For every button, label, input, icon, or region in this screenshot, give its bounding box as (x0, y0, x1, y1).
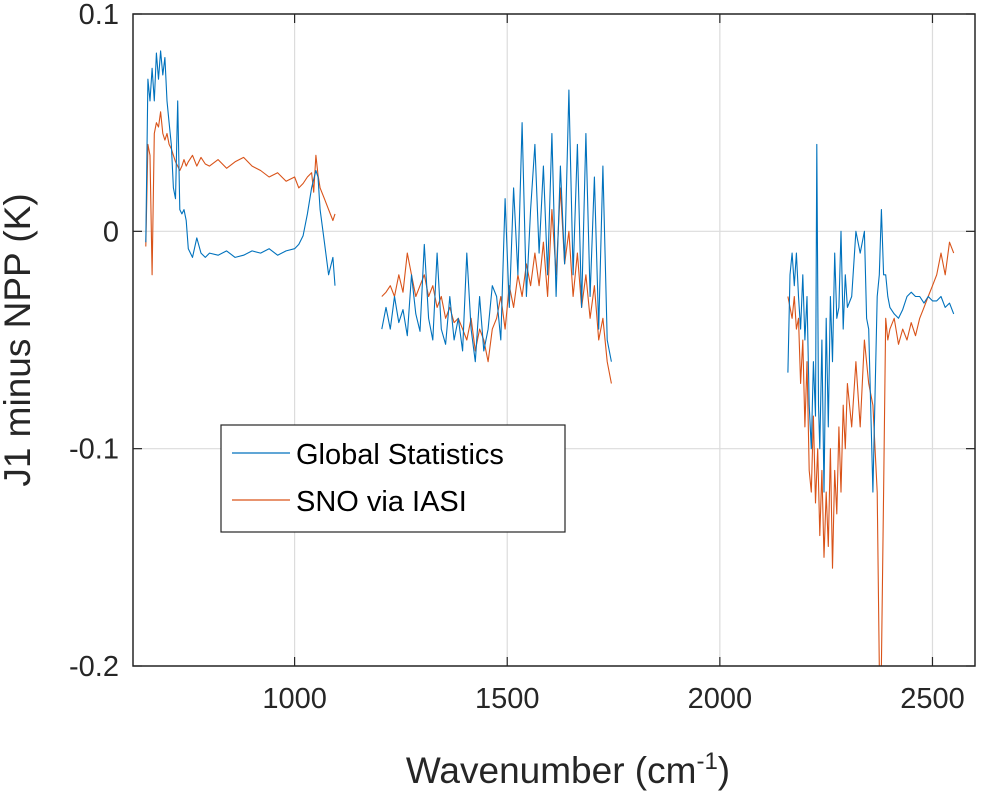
x-tick-label: 2000 (688, 683, 753, 715)
y-tick-label: 0.1 (79, 0, 119, 31)
series-line-sno-via-iasi-segment-3 (787, 241, 955, 666)
y-axis-label: J1 minus NPP (K) (0, 193, 38, 486)
x-tick-label: 1500 (475, 683, 540, 715)
series-line-sno-via-iasi-segment-1 (145, 111, 336, 276)
series-layer (145, 50, 955, 666)
y-tick-label: 0 (103, 216, 119, 248)
legend-label-global-statistics: Global Statistics (296, 439, 504, 471)
x-axis-label: Wavenumber (cm-1) (406, 748, 730, 791)
y-tick-label: -0.1 (69, 434, 119, 466)
legend-box (220, 424, 566, 533)
x-tick-label: 1000 (262, 683, 327, 715)
y-tick-label: -0.2 (69, 651, 119, 683)
series-line-sno-via-iasi-segment-2 (381, 187, 612, 384)
series-line-global-statistics-segment-1 (145, 50, 336, 286)
series-line-global-statistics-segment-3 (787, 143, 955, 493)
plot-frame (132, 13, 976, 667)
series-line-global-statistics-segment-2 (381, 89, 612, 363)
x-tick-label: 2500 (900, 683, 965, 715)
ticks (133, 13, 975, 667)
legend: Global Statistics SNO via IASI (220, 424, 566, 533)
tick-labels: 1000 1500 2000 2500 -0.2 -0.1 0 0.1 (69, 0, 965, 715)
legend-label-sno-via-iasi: SNO via IASI (296, 486, 467, 518)
